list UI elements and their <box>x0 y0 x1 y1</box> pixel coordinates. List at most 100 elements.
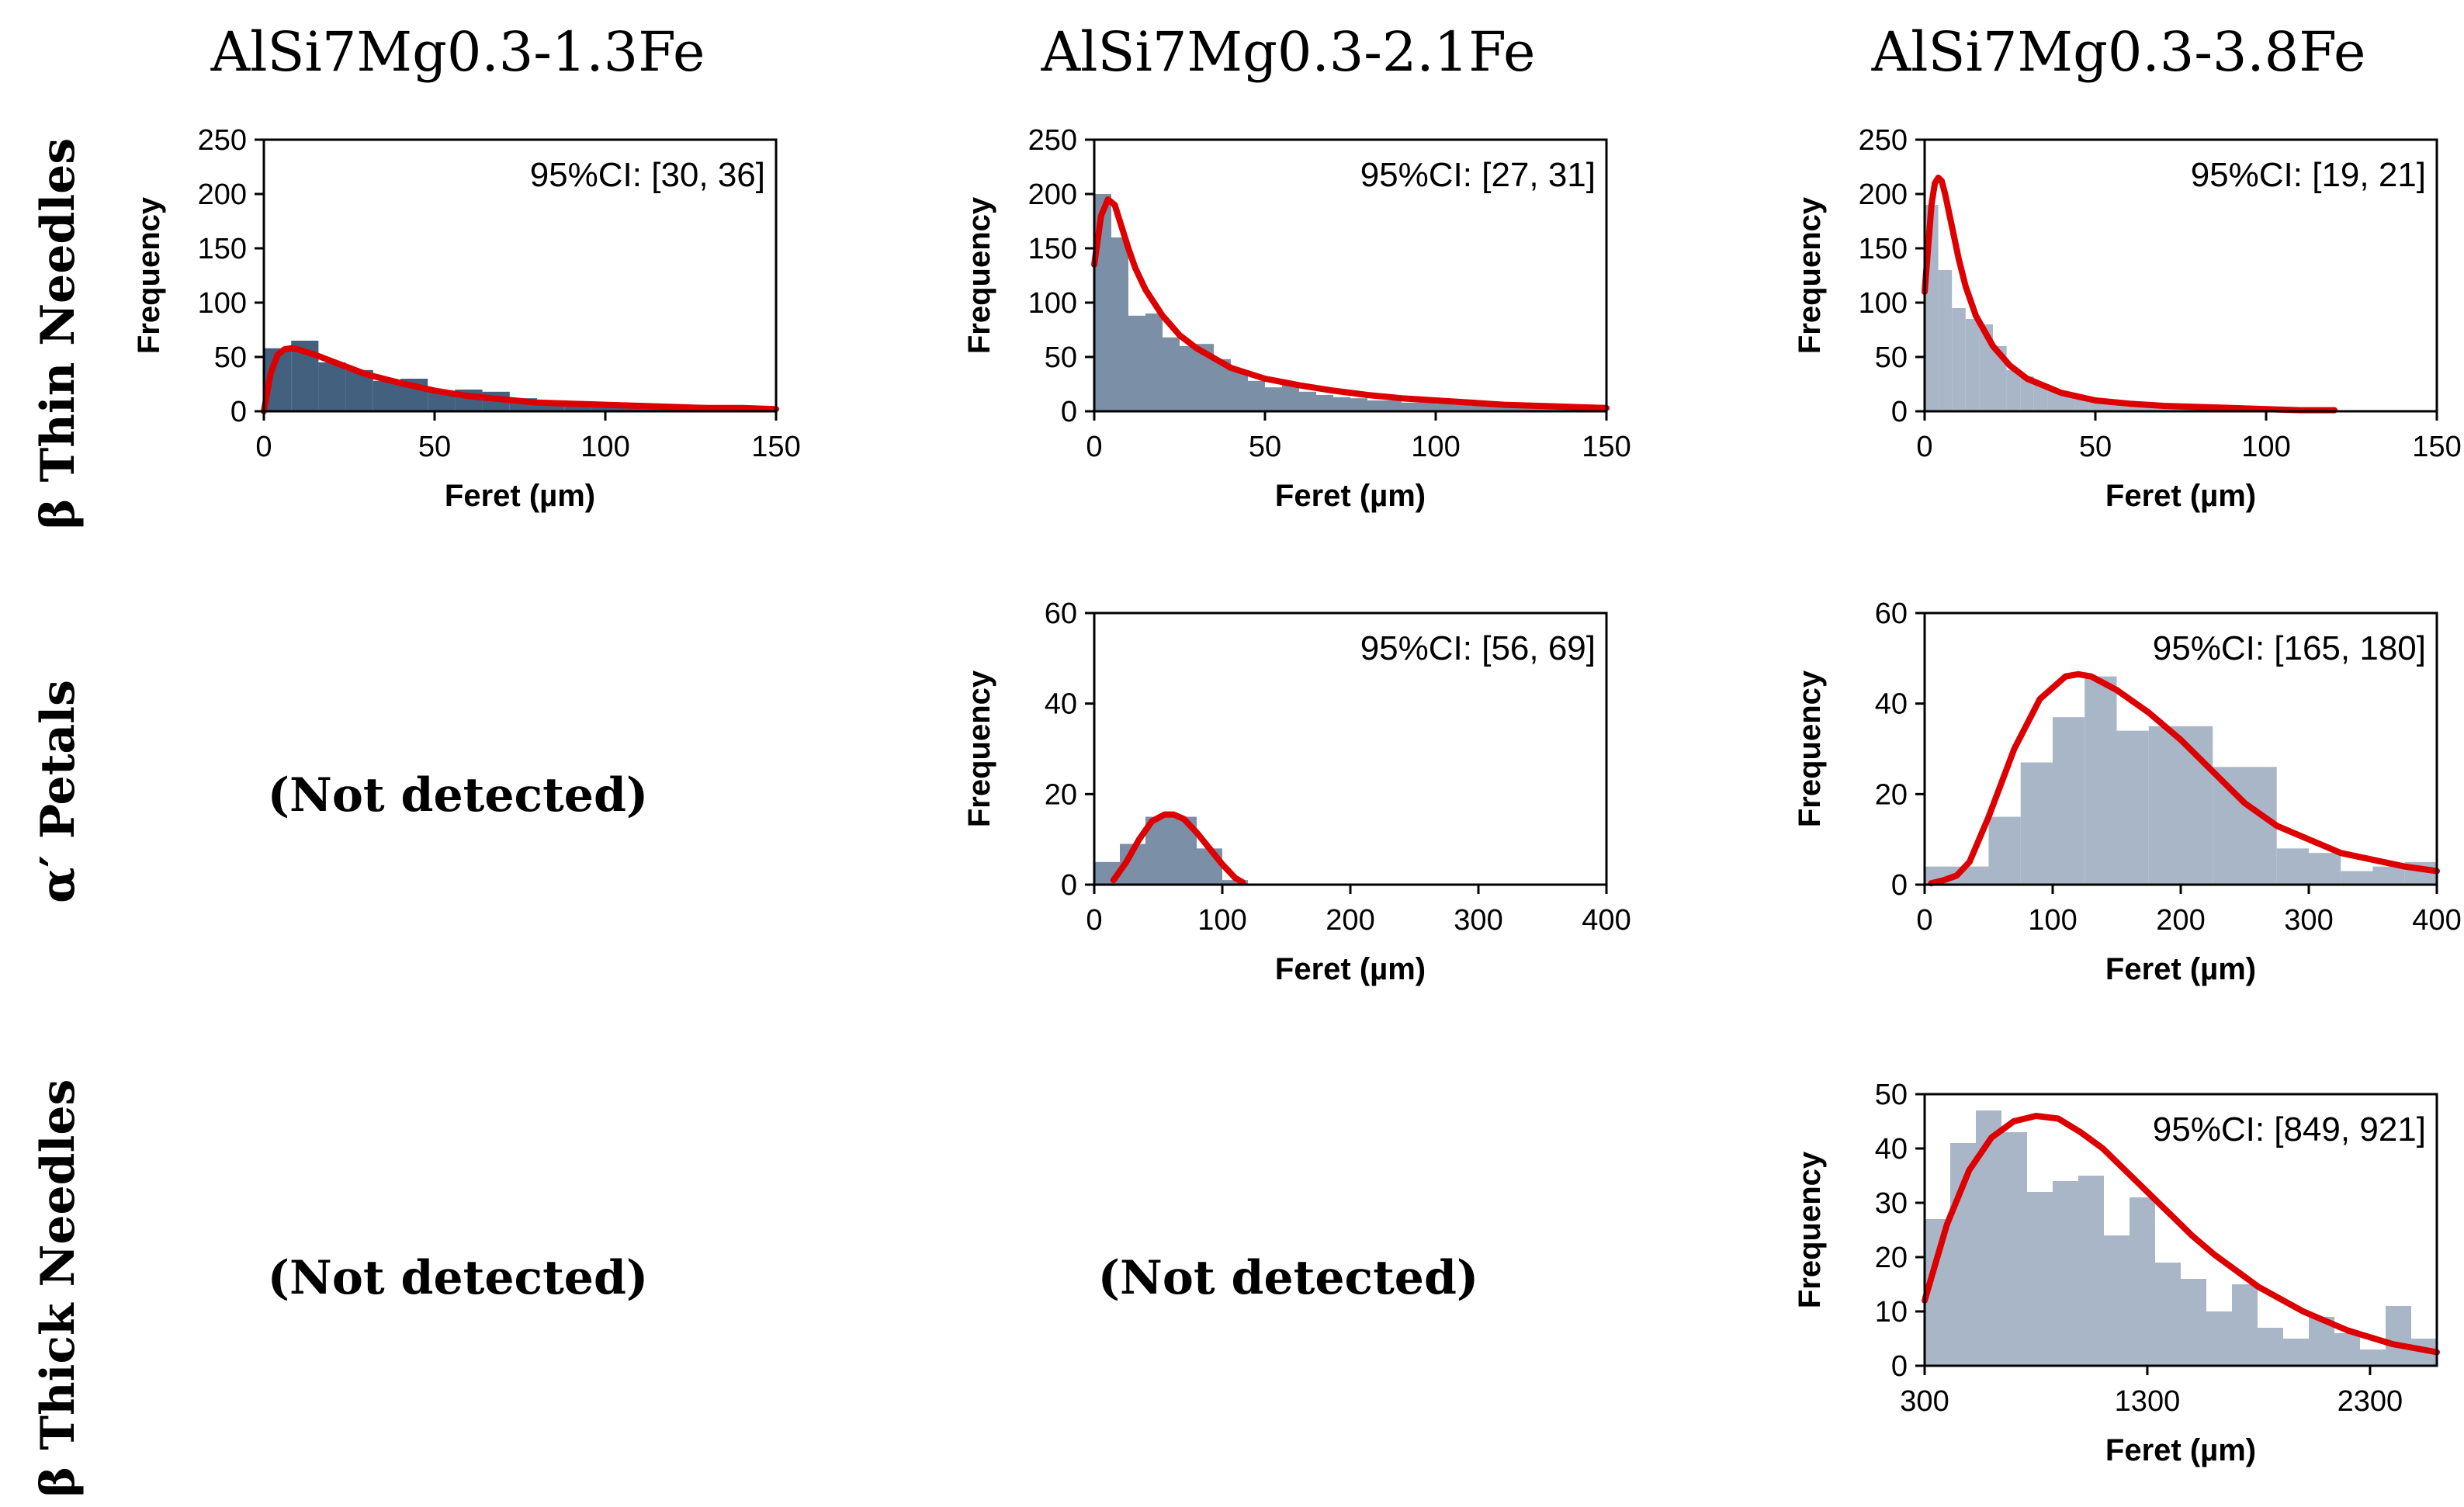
histogram-bar <box>2155 1263 2181 1366</box>
histogram-panel: 0 50 100 150 200 250 0 50 100 150 Feret (µm) Freque… <box>962 124 1631 513</box>
histogram-bar <box>2027 1192 2053 1366</box>
histogram-bar <box>2078 1176 2104 1366</box>
histogram-bar <box>2309 853 2341 885</box>
histogram-bar <box>1231 369 1248 411</box>
histogram-bar <box>1333 397 1350 411</box>
plot-frame <box>1923 1093 2438 1367</box>
y-tick-label: 30 <box>1875 1187 1908 1220</box>
histogram-bar <box>2053 1181 2078 1366</box>
histogram-bar <box>2360 1349 2386 1366</box>
y-tick-label: 0 <box>230 396 247 428</box>
histogram-bar <box>2372 866 2405 885</box>
plot-frame <box>1093 138 1608 413</box>
histogram-bar <box>1299 391 1316 411</box>
histogram-panel: 0 50 100 150 200 250 0 50 100 150 Feret (µm) Freque… <box>1793 124 2462 513</box>
y-axis-label: Frequency <box>1793 1151 1827 1308</box>
not-detected-note: (Not detected) <box>1097 1251 1479 1305</box>
y-axis-label: Frequency <box>962 670 996 827</box>
histogram-bar <box>2006 369 2021 411</box>
histogram-bar <box>2020 762 2053 885</box>
y-tick-label: 20 <box>1045 778 1077 811</box>
histogram-bar <box>1316 395 1333 411</box>
histogram-bar <box>1384 400 1402 411</box>
histogram-bar <box>2334 1333 2360 1366</box>
y-tick-label: 20 <box>1875 1242 1908 1274</box>
x-tick-label: 50 <box>2079 431 2112 463</box>
ci-annotation: 95%CI: [849, 921] <box>2153 1110 2426 1148</box>
x-axis-label: Feret (µm) <box>445 479 595 513</box>
y-tick-label: 100 <box>198 287 247 320</box>
y-tick-label: 150 <box>1028 233 1077 265</box>
fit-curve <box>261 345 779 414</box>
histogram-bar <box>2020 376 2034 411</box>
x-tick-label: 150 <box>1582 431 1631 463</box>
histogram-bar <box>2061 395 2075 411</box>
histogram-bar <box>1419 401 1436 411</box>
histogram-bar <box>1145 314 1163 411</box>
histogram-bar <box>373 380 400 411</box>
histogram-bar <box>2386 1306 2411 1366</box>
histogram-panel: 0 20 40 60 0 100 200 300 400 Feret (µm) Frequency 9… <box>1793 598 2462 986</box>
histogram-bar <box>1950 1143 1976 1366</box>
x-tick-label: 0 <box>1086 904 1102 937</box>
row-label: β Thick Needles <box>16 1071 101 1505</box>
x-tick-label: 300 <box>1900 1385 1949 1418</box>
y-tick-label: 250 <box>1028 124 1077 157</box>
plot-frame <box>1923 138 2438 413</box>
histogram-panel: 0 50 100 150 200 250 0 50 100 150 Feret (µm) Freque… <box>132 124 801 513</box>
histogram-bar <box>1214 359 1231 411</box>
fit-curve <box>1091 196 1610 411</box>
histogram-bar <box>2074 398 2089 411</box>
y-tick-label: 50 <box>1045 341 1077 374</box>
x-axis-label: Feret (µm) <box>2105 1433 2256 1467</box>
histogram-bar <box>2047 390 2061 411</box>
y-axis-label: Frequency <box>962 196 996 354</box>
y-tick-label: 0 <box>1061 869 1077 902</box>
fit-curve <box>1110 811 1246 886</box>
histogram-bar <box>1367 400 1384 411</box>
ci-annotation: 95%CI: [30, 36] <box>530 156 765 194</box>
x-tick-label: 200 <box>1326 904 1374 937</box>
y-tick-label: 50 <box>1875 341 1908 374</box>
histogram-bar <box>1180 346 1197 411</box>
histogram-bar <box>2276 848 2309 885</box>
ci-annotation: 95%CI: [19, 21] <box>2191 156 2426 194</box>
x-tick-label: 100 <box>1411 431 1460 463</box>
histogram-bar <box>1197 848 1222 885</box>
x-tick-label: 50 <box>418 431 451 463</box>
y-tick-label: 40 <box>1045 688 1077 721</box>
not-detected-note: (Not detected) <box>267 768 649 823</box>
histogram-bar <box>1470 406 1487 411</box>
histogram-bar <box>1197 344 1214 411</box>
row-label: α′ Petals <box>16 636 101 947</box>
histogram-bar <box>564 404 592 411</box>
x-tick-label: 100 <box>2241 431 2290 463</box>
ci-annotation: 95%CI: [27, 31] <box>1360 156 1596 194</box>
y-tick-label: 200 <box>198 178 247 211</box>
x-tick-label: 0 <box>1916 431 1932 463</box>
y-tick-label: 50 <box>214 341 247 374</box>
fit-curve <box>1922 1113 2440 1356</box>
row-label-text: β Thin Needles <box>31 137 85 530</box>
histogram-bar <box>1952 308 1966 411</box>
histogram-bar <box>2085 676 2117 885</box>
histogram-bar <box>2258 1328 2283 1366</box>
y-tick-label: 250 <box>198 124 247 157</box>
histogram-bar <box>2001 1132 2027 1366</box>
row-label-text: β Thick Needles <box>31 1079 85 1498</box>
y-tick-label: 60 <box>1875 598 1908 630</box>
column-title: AlSi7Mg0.3-3.8Fe <box>1871 20 2366 84</box>
histogram-bar <box>1248 380 1265 411</box>
x-axis-label: Feret (µm) <box>2105 479 2256 513</box>
histogram-panel: 0 20 40 60 0 100 200 300 400 Feret (µm) Frequency 9… <box>962 598 1631 986</box>
x-tick-label: 0 <box>255 431 272 463</box>
column-title: AlSi7Mg0.3-2.1Fe <box>1041 20 1536 84</box>
y-tick-label: 60 <box>1045 598 1077 630</box>
y-tick-label: 40 <box>1875 688 1908 721</box>
y-tick-label: 0 <box>1891 396 1908 428</box>
y-axis-label: Frequency <box>132 196 166 354</box>
y-tick-label: 0 <box>1061 396 1077 428</box>
histogram-bar <box>2157 407 2171 411</box>
histogram-bar <box>2232 1284 2258 1366</box>
histogram-bar <box>2116 404 2130 411</box>
